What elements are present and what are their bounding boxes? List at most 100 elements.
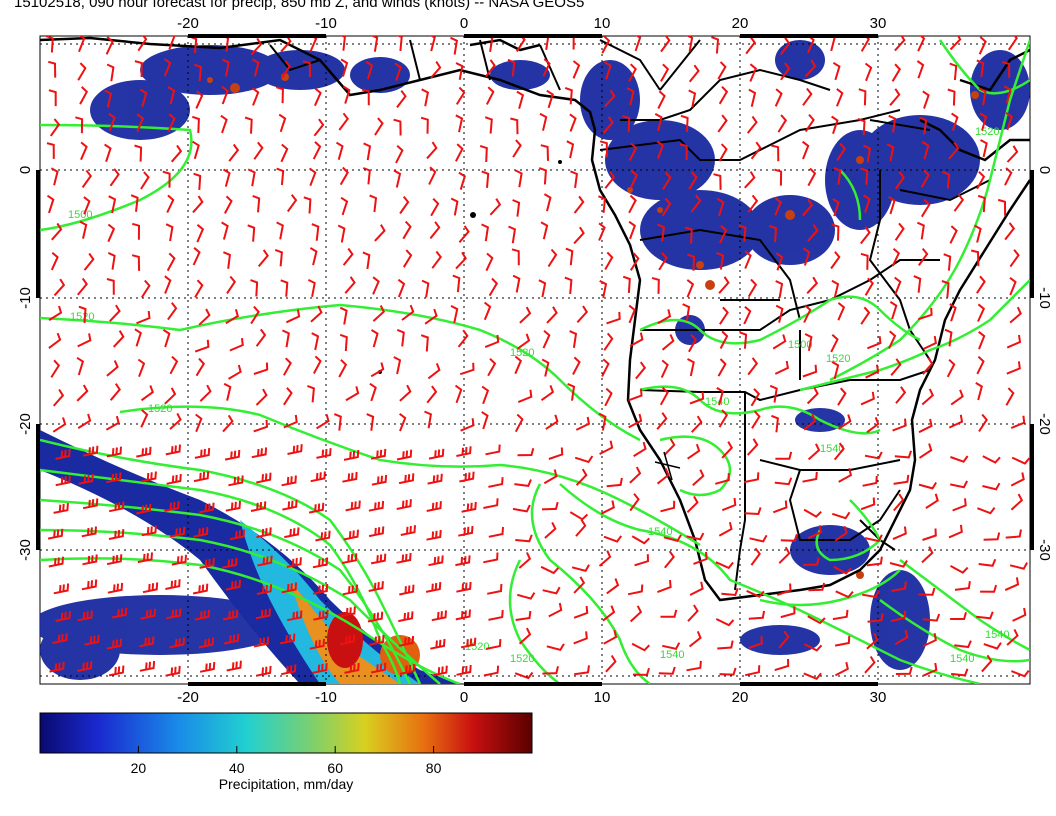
wind-barb xyxy=(141,525,157,537)
wind-barb xyxy=(199,661,216,673)
wind-barb xyxy=(749,63,758,82)
wind-barb xyxy=(892,526,907,541)
wind-barb xyxy=(398,635,415,647)
wind-barb xyxy=(977,194,986,213)
wind-barb xyxy=(485,444,501,456)
wind-barb xyxy=(48,332,62,349)
wind-barb xyxy=(802,557,820,566)
wind-barb xyxy=(278,113,287,133)
wind-barb xyxy=(858,88,867,106)
wind-barb xyxy=(450,197,459,216)
wind-barb xyxy=(310,471,326,483)
wind-barb xyxy=(778,546,791,564)
wind-barb xyxy=(283,414,298,429)
wind-barb xyxy=(543,193,552,212)
wind-barb xyxy=(285,309,301,324)
lon-tick: -20 xyxy=(177,15,199,32)
wind-barb xyxy=(661,197,672,217)
wind-barb xyxy=(748,88,757,107)
wind-barb xyxy=(75,116,84,134)
wind-barb xyxy=(257,249,269,268)
wind-barb xyxy=(83,196,91,215)
wind-barb xyxy=(489,198,502,216)
wind-barb xyxy=(46,194,55,214)
wind-barb xyxy=(950,668,969,677)
wind-barb xyxy=(224,195,233,214)
wind-barb xyxy=(312,557,329,569)
wind-barb xyxy=(575,519,587,537)
wind-barb xyxy=(229,337,244,352)
precip-layer xyxy=(40,40,1030,684)
wind-barb xyxy=(802,471,818,483)
wind-barb xyxy=(396,90,407,109)
wind-barb xyxy=(807,443,821,461)
wind-barb xyxy=(949,480,968,489)
wind-barb xyxy=(76,356,85,376)
wind-barb xyxy=(546,89,554,109)
wind-barb xyxy=(48,305,63,321)
wind-barb xyxy=(198,308,211,326)
wind-barb xyxy=(540,385,555,402)
wind-barb xyxy=(429,36,436,52)
wind-barb xyxy=(744,507,762,516)
wind-barb xyxy=(622,275,631,293)
wind-barb xyxy=(396,36,403,52)
wind-barb xyxy=(366,413,375,431)
wind-barb xyxy=(485,639,502,650)
wind-barb xyxy=(370,329,379,348)
wind-barb xyxy=(512,139,522,158)
contour-label: 1520 xyxy=(510,653,534,665)
lat-ticks-left: 0 -10 -20 -30 xyxy=(17,166,34,561)
wind-barb xyxy=(420,116,429,134)
wind-barb xyxy=(565,247,574,266)
wind-barb xyxy=(345,500,361,512)
wind-barb xyxy=(838,414,852,430)
wind-barb xyxy=(658,666,676,675)
wind-barb xyxy=(719,667,737,676)
wind-barb xyxy=(774,197,783,216)
wind-barb xyxy=(750,388,761,407)
wind-barb xyxy=(108,529,125,540)
wind-barb xyxy=(776,583,792,596)
wind-barb xyxy=(976,170,986,190)
wind-barb xyxy=(628,413,643,429)
wind-barb xyxy=(802,247,811,266)
colorbar-tick-label: 80 xyxy=(426,760,442,776)
wind-barb xyxy=(455,62,464,80)
wind-barb xyxy=(606,477,623,488)
wind-barb xyxy=(923,662,938,677)
wind-barb xyxy=(342,247,354,266)
wind-barb xyxy=(976,59,985,78)
wind-barb xyxy=(510,117,519,135)
wind-barb xyxy=(251,58,260,77)
contour-label: 1540 xyxy=(985,629,1009,641)
wind-barb xyxy=(774,88,783,107)
wind-barb xyxy=(540,221,549,240)
wind-barb xyxy=(76,661,93,672)
wind-barb xyxy=(426,141,438,160)
wind-barb xyxy=(573,631,588,645)
wind-barb xyxy=(946,358,956,378)
wind-barb xyxy=(284,527,300,539)
wind-barb xyxy=(657,580,672,593)
lat-tick: -10 xyxy=(17,287,34,309)
contour-label: 1520 xyxy=(826,353,850,365)
wind-barb xyxy=(313,118,325,137)
lat-tick: -30 xyxy=(1036,539,1053,561)
wind-barb xyxy=(370,553,387,565)
wind-barb xyxy=(634,36,642,52)
wind-barb xyxy=(517,448,535,457)
wind-barb xyxy=(77,413,92,429)
wind-barb xyxy=(79,86,89,105)
wind-barb xyxy=(1010,415,1026,429)
wind-barb xyxy=(342,471,358,483)
wind-barb xyxy=(803,508,822,518)
wind-barb xyxy=(81,169,93,188)
wind-barb xyxy=(399,664,416,675)
wind-barb xyxy=(634,554,650,567)
wind-barb xyxy=(748,636,763,649)
wind-barb xyxy=(362,167,371,185)
wind-barb xyxy=(455,609,471,621)
wind-barb xyxy=(546,306,558,324)
wind-barb xyxy=(715,473,730,485)
